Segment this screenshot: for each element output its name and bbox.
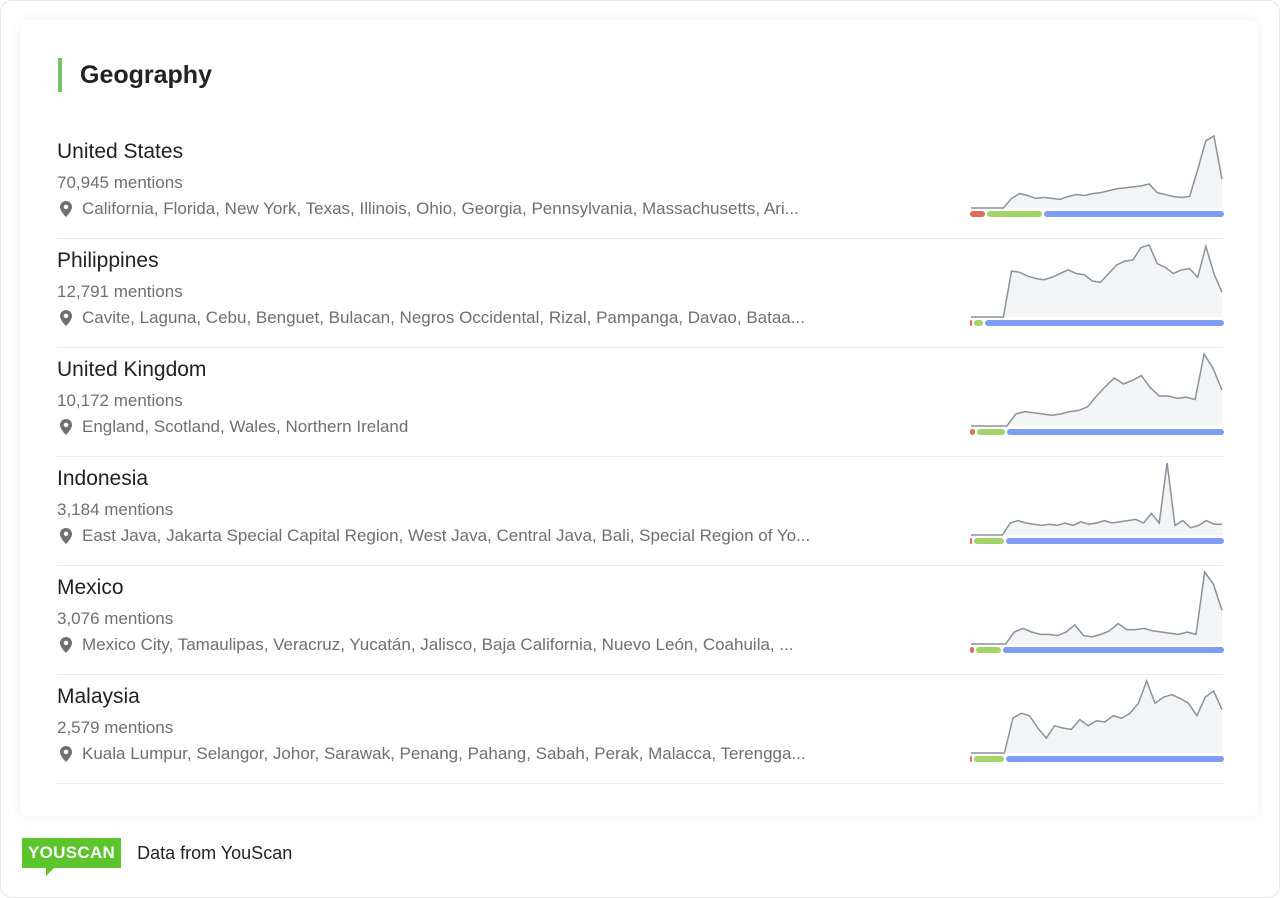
region-list: Cavite, Laguna, Cebu, Benguet, Bulacan, … — [57, 308, 805, 328]
footer: YOUSCAN Data from YouScan — [22, 838, 293, 876]
sentiment-neutral-segment — [987, 211, 1042, 217]
country-row[interactable]: United Kingdom 10,172 mentions England, … — [57, 348, 1224, 457]
location-pin-icon — [60, 310, 72, 326]
mention-count: 10,172 mentions — [57, 391, 183, 410]
sentiment-positive-segment — [1005, 756, 1224, 762]
sparkline-area — [971, 572, 1222, 644]
sparkline-line — [971, 351, 1223, 427]
region-text: Cavite, Laguna, Cebu, Benguet, Bulacan, … — [82, 308, 805, 327]
country-name: Philippines — [57, 249, 159, 272]
trend-sparkline — [971, 351, 1223, 427]
sentiment-positive-segment — [1044, 211, 1224, 217]
sentiment-bar — [970, 647, 1224, 653]
sentiment-positive-segment — [1006, 429, 1224, 435]
country-row[interactable]: United States 70,945 mentions California… — [57, 130, 1224, 239]
sparkline-area — [971, 681, 1222, 753]
sentiment-negative-segment — [970, 320, 972, 326]
sparkline-line — [971, 134, 1223, 209]
sentiment-positive-segment — [984, 320, 1224, 326]
sparkline-line — [971, 462, 1222, 536]
location-pin-icon — [60, 201, 72, 217]
country-name: United States — [57, 140, 184, 163]
region-text: California, Florida, New York, Texas, Il… — [82, 199, 799, 218]
country-row[interactable]: Philippines 12,791 mentions Cavite, Lagu… — [57, 239, 1224, 348]
sentiment-neutral-segment — [974, 538, 1004, 544]
region-text: Kuala Lumpur, Selangor, Johor, Sarawak, … — [82, 744, 806, 763]
sparkline-area — [971, 245, 1222, 317]
mention-count: 3,184 mentions — [57, 500, 174, 519]
youscan-logo: YOUSCAN — [22, 838, 122, 876]
trend-sparkline — [971, 134, 1223, 209]
country-row[interactable]: Mexico 3,076 mentions Mexico City, Tamau… — [57, 566, 1224, 675]
location-pin-icon — [60, 419, 72, 435]
region-text: East Java, Jakarta Special Capital Regio… — [82, 526, 811, 545]
region-list: England, Scotland, Wales, Northern Irela… — [57, 417, 408, 437]
sentiment-negative-segment — [970, 429, 975, 435]
mention-count: 12,791 mentions — [57, 282, 183, 301]
sparkline-area — [971, 463, 1222, 535]
trend-sparkline — [971, 678, 1223, 754]
country-row[interactable]: Indonesia 3,184 mentions East Java, Jaka… — [57, 457, 1224, 566]
country-name: United Kingdom — [57, 358, 207, 381]
sparkline-area — [971, 354, 1222, 426]
sentiment-neutral-segment — [977, 429, 1005, 435]
sentiment-negative-segment — [970, 756, 972, 762]
sentiment-neutral-segment — [974, 320, 983, 326]
sentiment-bar — [970, 756, 1224, 762]
sentiment-bar — [970, 429, 1224, 435]
trend-sparkline — [971, 462, 1222, 536]
sentiment-neutral-segment — [974, 756, 1004, 762]
sentiment-bar — [970, 211, 1224, 217]
region-list: East Java, Jakarta Special Capital Regio… — [57, 526, 810, 546]
sparkline-line — [971, 243, 1223, 318]
country-name: Malaysia — [57, 685, 140, 708]
sparkline-line — [971, 678, 1223, 754]
region-list: Kuala Lumpur, Selangor, Johor, Sarawak, … — [57, 744, 806, 764]
region-list: Mexico City, Tamaulipas, Veracruz, Yucat… — [57, 635, 794, 655]
sentiment-positive-segment — [1005, 538, 1224, 544]
mention-count: 2,579 mentions — [57, 718, 174, 737]
country-name: Mexico — [57, 576, 124, 599]
trend-sparkline — [971, 243, 1223, 318]
region-text: Mexico City, Tamaulipas, Veracruz, Yucat… — [82, 635, 794, 654]
sentiment-negative-segment — [970, 538, 972, 544]
country-row[interactable]: Malaysia 2,579 mentions Kuala Lumpur, Se… — [57, 675, 1224, 784]
sentiment-bar — [970, 320, 1224, 326]
location-pin-icon — [60, 746, 72, 762]
country-list: United States 70,945 mentions California… — [57, 130, 1224, 784]
sentiment-neutral-segment — [975, 647, 1001, 653]
region-list: California, Florida, New York, Texas, Il… — [57, 199, 799, 219]
region-text: England, Scotland, Wales, Northern Irela… — [82, 417, 409, 436]
mention-count: 3,076 mentions — [57, 609, 174, 628]
sentiment-negative-segment — [970, 647, 974, 653]
sparkline-line — [971, 570, 1223, 645]
geography-card: Geography United States 70,945 mentions … — [20, 20, 1258, 816]
location-pin-icon — [60, 528, 72, 544]
section-title: Geography — [58, 58, 212, 92]
trend-sparkline — [971, 570, 1223, 645]
source-text: Data from YouScan — [137, 842, 293, 863]
sentiment-negative-segment — [970, 211, 985, 217]
location-pin-icon — [60, 637, 72, 653]
sentiment-positive-segment — [1002, 647, 1224, 653]
mention-count: 70,945 mentions — [57, 173, 183, 192]
sentiment-bar — [970, 538, 1224, 544]
country-name: Indonesia — [57, 467, 149, 490]
